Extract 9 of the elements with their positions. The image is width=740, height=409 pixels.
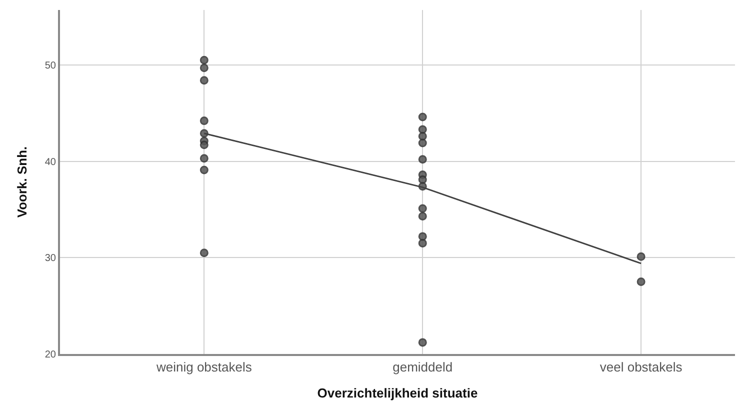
y-axis-title: Voork. Snh. — [14, 146, 30, 218]
y-tick-label: 50 — [44, 60, 56, 72]
x-axis-title: Overzichtelijkheid situatie — [317, 386, 478, 401]
y-tick-label: 30 — [44, 253, 56, 264]
x-tick-label: gemiddeld — [392, 360, 453, 375]
x-tick-label: veel obstakels — [600, 360, 683, 375]
y-tick-label: 40 — [44, 156, 56, 168]
x-tick-label: weinig obstakels — [155, 360, 252, 375]
y-tick-label: 20 — [44, 350, 56, 360]
